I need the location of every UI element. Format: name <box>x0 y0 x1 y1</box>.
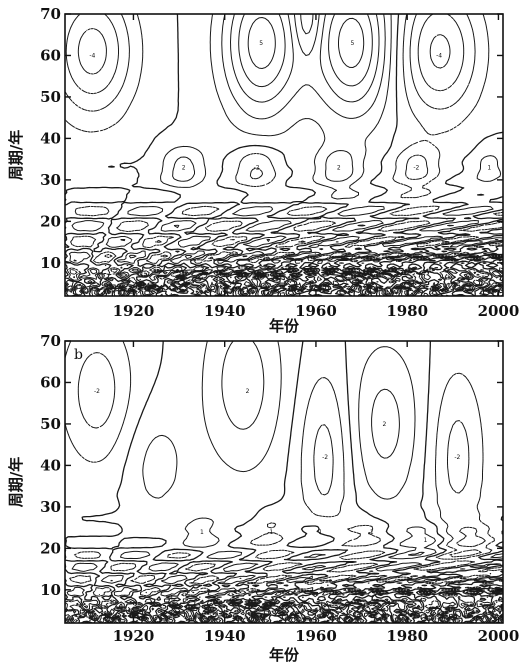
contour-value-label: -2 <box>413 164 419 171</box>
contour-value-label: 1 <box>487 164 491 171</box>
y-axis-title: 周期/年 <box>7 130 25 180</box>
contour-value-label: -1 <box>368 529 374 536</box>
contour-value-label: -4 <box>436 52 442 59</box>
contour-value-label: -1 <box>267 529 273 536</box>
contour-value-label: 2 <box>337 164 341 171</box>
contour-value-label: 2 <box>182 164 186 171</box>
y-tick-label: 50 <box>40 88 61 106</box>
x-axis-title: 年份 <box>269 646 300 664</box>
contour-lines <box>65 14 503 296</box>
contour-value-label: 2 <box>382 421 386 428</box>
y-axis-title: 周期/年 <box>7 457 25 507</box>
y-tick-label: 20 <box>40 212 61 230</box>
contour-level-3 <box>70 14 461 290</box>
contour-level-neg3 <box>65 14 465 292</box>
y-tick-label: 40 <box>40 129 61 147</box>
contour-level-0 <box>65 14 503 296</box>
x-axis-title: 年份 <box>269 317 300 335</box>
contour-value-label: -2 <box>94 388 100 395</box>
y-tick-label: 40 <box>40 456 61 474</box>
x-tick-label: 1960 <box>295 302 337 320</box>
panel-a: 5 5 -4 -4 2 -2 2 -2 1 10 20 30 40 50 60 70 1920 1940 1960 1… <box>7 5 519 335</box>
panel-label: b <box>74 347 83 363</box>
y-tick-label: 10 <box>40 581 61 599</box>
y-tick-label: 30 <box>40 498 61 516</box>
x-tick-label: 1940 <box>204 302 246 320</box>
contour-value-label: -2 <box>454 454 460 461</box>
contour-level-2 <box>66 341 503 620</box>
contour-value-label: 2 <box>246 388 250 395</box>
y-tick-label: 60 <box>40 373 61 391</box>
contour-lines <box>65 341 503 623</box>
plot-frame <box>64 340 504 624</box>
y-tick-label: 50 <box>40 415 61 433</box>
x-tick-label: 1940 <box>204 627 246 645</box>
contour-level-5 <box>247 17 365 69</box>
contour-level-1 <box>65 341 503 623</box>
contour-value-label: -4 <box>89 52 95 59</box>
contour-value-label: 5 <box>259 40 263 47</box>
x-tick-label: 1960 <box>295 627 337 645</box>
contour-value-label: 5 <box>351 40 355 47</box>
contour-value-label: 1 <box>424 537 428 544</box>
y-tick-label: 70 <box>40 5 61 23</box>
contour-level-neg1 <box>65 341 503 623</box>
contour-value-label: 1 <box>200 529 204 536</box>
contour-value-label: -2 <box>322 454 328 461</box>
x-tick-label: 2000 <box>478 627 520 645</box>
y-tick-label: 30 <box>40 171 61 189</box>
x-tick-label: 1920 <box>113 302 155 320</box>
x-tick-label: 1920 <box>113 627 155 645</box>
x-tick-label: 1980 <box>386 627 428 645</box>
panel-b: 2 2 -2 -2 -2 1 -1 1 -1 1 10 20 30 40 50 60 70 1920 1940 196… <box>7 332 519 664</box>
plot-frame <box>64 13 504 297</box>
y-tick-label: 20 <box>40 539 61 557</box>
contour-value-label: 1 <box>319 529 323 536</box>
contour-level-4 <box>238 14 373 88</box>
y-tick-label: 10 <box>40 254 61 272</box>
contour-level-neg4 <box>77 28 451 75</box>
contour-level-2 <box>67 14 503 295</box>
contour-level-neg2 <box>65 14 501 295</box>
contour-value-label: -2 <box>254 164 260 171</box>
contour-level-neg2 <box>73 352 503 622</box>
x-tick-label: 2000 <box>478 302 520 320</box>
x-tick-label: 1980 <box>386 302 428 320</box>
y-tick-label: 60 <box>40 46 61 64</box>
y-tick-label: 70 <box>40 332 61 350</box>
